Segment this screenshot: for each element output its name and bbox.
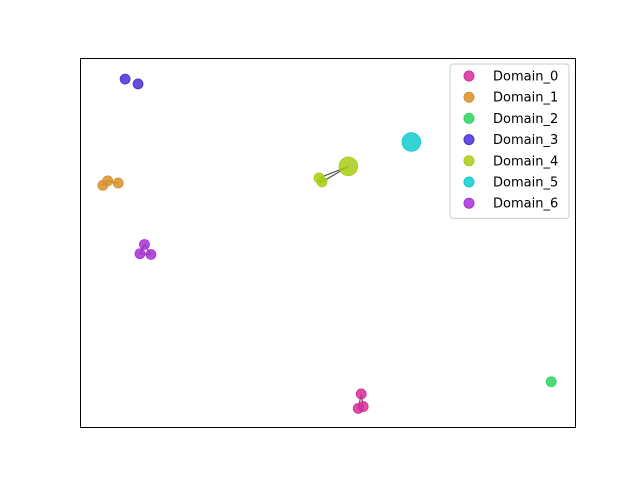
point-domain-6-2[interactable] — [145, 249, 157, 260]
legend-marker-domain-2 — [463, 112, 475, 124]
legend-marker-domain-6 — [463, 197, 475, 209]
point-domain-1-2[interactable] — [112, 177, 124, 189]
legend-box — [449, 63, 570, 219]
legend-label-domain-2: Domain_2 — [493, 112, 558, 127]
point-domain-2-0[interactable] — [545, 376, 557, 388]
legend-label-domain-4: Domain_4 — [493, 154, 558, 169]
legend-label-domain-6: Domain_6 — [493, 197, 558, 212]
point-domain-3-1[interactable] — [132, 78, 144, 90]
legend-marker-domain-5 — [463, 176, 475, 188]
legend-label-domain-1: Domain_1 — [493, 91, 558, 106]
point-domain-4-2[interactable] — [338, 156, 359, 177]
legend-marker-domain-4 — [463, 155, 475, 167]
legend-label-domain-3: Domain_3 — [493, 133, 558, 148]
legend-marker-domain-0 — [463, 70, 475, 82]
point-domain-6-0[interactable] — [139, 239, 150, 250]
points-layer — [97, 73, 557, 414]
point-domain-0-2[interactable] — [357, 401, 369, 412]
legend-marker-domain-1 — [463, 91, 475, 103]
plot-area-frame — [80, 58, 576, 428]
legend-label-domain-5: Domain_5 — [493, 176, 558, 191]
point-domain-6-1[interactable] — [134, 248, 146, 260]
point-domain-5-0[interactable] — [401, 132, 422, 152]
point-domain-1-1[interactable] — [102, 175, 114, 187]
point-domain-4-1[interactable] — [316, 176, 328, 188]
point-domain-0-0[interactable] — [355, 388, 367, 400]
legend-marker-domain-3 — [463, 134, 475, 146]
legend-label-domain-0: Domain_0 — [493, 70, 558, 85]
point-domain-3-0[interactable] — [119, 73, 131, 85]
legend: Domain_0 Domain_1 Domain_2 Domain_3 Domain_4… — [449, 63, 570, 219]
